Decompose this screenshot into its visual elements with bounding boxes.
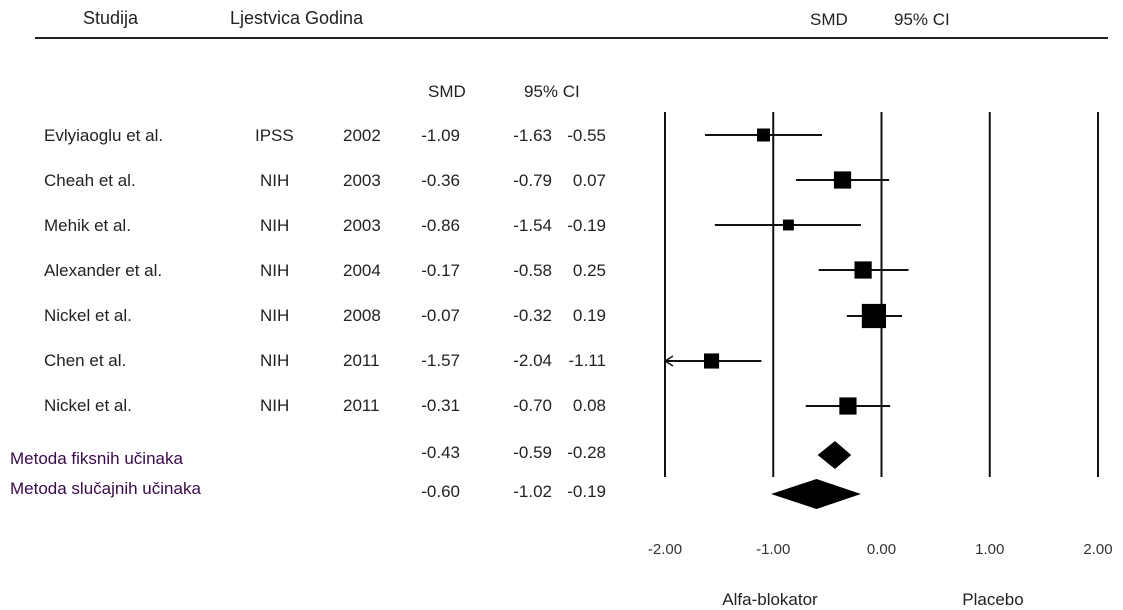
study-ci-lo: -0.70 <box>513 396 552 415</box>
x-tick-label: -1.00 <box>756 541 790 558</box>
effect-square <box>833 171 852 189</box>
ci-truncation-arrow <box>663 355 674 367</box>
study-ci-lo: -2.04 <box>513 351 552 370</box>
effect-square <box>854 261 872 279</box>
x-tick-labels: -2.00 -1.00 0.00 1.00 2.00 <box>648 541 1113 558</box>
study-year: 2011 <box>343 351 380 370</box>
study-name: Nickel et al. <box>44 306 132 325</box>
study-ci-hi: 0.25 <box>572 261 606 280</box>
grid-lines <box>664 112 1099 477</box>
header-ci: 95% CI <box>894 10 950 29</box>
study-ci-lo: -0.58 <box>513 261 552 280</box>
study-ci-lo: -0.32 <box>513 306 552 325</box>
pooled-ci-lo: -0.59 <box>513 443 552 462</box>
study-smd: -0.17 <box>421 261 460 280</box>
pooled-ci-hi: -0.19 <box>567 482 606 501</box>
study-name: Mehik et al. <box>44 216 131 235</box>
study-ci-hi: -0.19 <box>567 216 606 235</box>
x-label-left: Alfa-blokator <box>722 590 818 609</box>
study-scale: NIH <box>260 306 290 325</box>
study-scale: NIH <box>260 171 290 190</box>
study-smd: -1.09 <box>421 126 460 145</box>
pooled-name: Metoda slučajnih učinaka <box>10 479 201 498</box>
header-divider <box>35 37 1108 39</box>
pooled-diamond <box>771 479 861 509</box>
study-year: 2003 <box>343 171 381 190</box>
study-name: Nickel et al. <box>44 396 132 415</box>
effect-square <box>861 303 887 329</box>
study-scale: NIH <box>260 216 290 235</box>
effect-square <box>839 397 857 415</box>
study-smd: -0.86 <box>421 216 460 235</box>
study-ci-lo: -1.54 <box>513 216 552 235</box>
ci-lines <box>663 134 909 407</box>
study-scale: NIH <box>260 351 290 370</box>
pooled-smd: -0.60 <box>421 482 460 501</box>
study-smd: -0.36 <box>421 171 460 190</box>
study-ci-hi: -0.55 <box>567 126 606 145</box>
x-label-right: Placebo <box>962 590 1023 609</box>
pooled-diamond <box>817 441 852 469</box>
pooled-ci-lo: -1.02 <box>513 482 552 501</box>
header-ljestvica-godina: Ljestvica Godina <box>230 8 364 28</box>
header-smd: SMD <box>810 10 848 29</box>
x-tick-label: -2.00 <box>648 541 682 558</box>
study-ci-lo: -1.63 <box>513 126 552 145</box>
study-smd: -0.07 <box>421 306 460 325</box>
pooled-name: Metoda fiksnih učinaka <box>10 449 183 468</box>
study-name: Evlyiaoglu et al. <box>44 126 164 145</box>
study-year: 2004 <box>343 261 381 280</box>
study-ci-hi: 0.07 <box>572 171 606 190</box>
effect-square <box>782 219 794 231</box>
study-ci-hi: 0.19 <box>572 306 606 325</box>
study-year: 2003 <box>343 216 381 235</box>
effect-square <box>703 353 720 369</box>
study-scale: NIH <box>260 396 290 415</box>
header-studija: Studija <box>83 8 139 28</box>
study-year: 2002 <box>343 126 381 145</box>
study-scale: IPSS <box>255 126 294 145</box>
study-name: Chen et al. <box>44 351 127 370</box>
study-name: Cheah et al. <box>44 171 136 190</box>
x-tick-label: 2.00 <box>1083 541 1112 558</box>
table-header-smd: SMD <box>428 82 466 101</box>
study-ci-hi: 0.08 <box>572 396 606 415</box>
study-name: Alexander et al. <box>44 261 163 280</box>
x-tick-label: 1.00 <box>975 541 1004 558</box>
pooled-smd: -0.43 <box>421 443 460 462</box>
study-year: 2011 <box>343 396 380 415</box>
study-ci-lo: -0.79 <box>513 171 552 190</box>
study-scale: NIH <box>260 261 290 280</box>
x-tick-label: 0.00 <box>867 541 896 558</box>
study-smd: -1.57 <box>421 351 460 370</box>
study-year: 2008 <box>343 306 381 325</box>
table-header-ci: 95% CI <box>524 82 580 101</box>
pooled-ci-hi: -0.28 <box>567 443 606 462</box>
study-smd: -0.31 <box>421 396 460 415</box>
effect-square <box>757 128 771 142</box>
effect-markers <box>703 128 887 509</box>
study-ci-hi: -1.11 <box>568 351 607 370</box>
